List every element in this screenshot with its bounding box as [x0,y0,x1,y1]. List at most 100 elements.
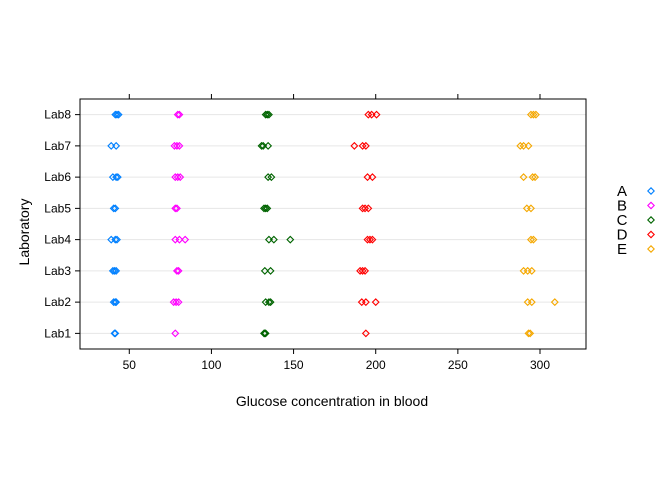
data-point-d [361,141,370,150]
data-point-a [112,110,121,119]
data-point-d [365,235,374,244]
data-point-d [361,329,370,338]
x-tick-label: 150 [284,358,304,372]
data-point-d [361,266,370,275]
data-point-b [171,329,180,338]
y-axis-tick-labels: Lab1 Lab2 Lab3 Lab4 Lab5 Lab6 Lab7 Lab8 [44,108,71,341]
data-point-a [112,141,121,150]
data-point-b [181,235,190,244]
data-point-a [111,204,120,213]
data-point-c [264,141,273,150]
data-points [107,110,559,338]
legend-marker [647,201,655,210]
data-point-c [263,110,272,119]
x-tick-label: 300 [530,358,550,372]
data-point-c [264,298,273,307]
legend-marker [647,187,655,195]
y-tick-label: Lab2 [44,295,71,309]
data-point-d [372,110,381,119]
data-point-e [524,141,533,150]
data-point-d [364,204,373,213]
data-point-d [364,110,373,119]
data-point-b [172,141,181,150]
data-point-a [113,173,122,182]
y-tick-label: Lab1 [44,326,71,340]
data-point-b [173,173,182,182]
data-point-e [526,235,535,244]
x-tick-label: 100 [201,358,221,372]
data-point-a [112,266,121,275]
data-point-a [110,266,119,275]
x-axis-tick-labels: 50 100 150 200 250 300 [123,358,551,372]
y-tick-label: Lab4 [44,233,71,247]
data-point-d [368,173,377,182]
data-point-d [361,204,370,213]
data-point-e [529,110,538,119]
data-point-a [111,235,120,244]
data-point-d [350,141,359,150]
data-point-c [260,329,268,338]
data-point-a [112,235,121,244]
legend-marker [647,245,655,253]
data-point-a [108,266,117,275]
data-point-a [109,204,118,213]
legend-label: A [617,183,627,200]
data-point-b [172,298,181,307]
data-point-c [264,110,273,119]
y-tick-label: Lab3 [44,264,71,278]
data-point-d [358,141,367,150]
legend-label: E [617,241,627,258]
data-point-d [358,266,367,275]
data-point-e [526,329,535,338]
legend-label: D [617,227,628,244]
data-point-b [173,110,182,119]
data-point-b [174,266,183,275]
data-point-e [516,141,525,150]
data-point-c [260,329,269,338]
y-tick-label: Lab8 [44,108,71,122]
data-point-c [264,173,273,182]
data-point-a [114,110,123,119]
data-point-c [263,204,272,213]
data-point-b [171,204,180,213]
data-point-e [527,298,536,307]
data-point-c [286,235,295,244]
x-tick-label: 50 [123,358,137,372]
x-tick-label: 200 [366,358,386,372]
data-point-e [528,173,537,182]
y-axis-title: Laboratory [16,199,32,266]
y-tick-label: Lab7 [44,139,71,153]
y-tick-label: Lab6 [44,170,71,184]
data-point-c [269,235,278,244]
x-tick-label: 250 [448,358,468,372]
data-point-a [111,329,120,338]
data-point-e [529,235,538,244]
data-point-c [260,204,268,213]
data-point-e [527,266,536,275]
data-point-a [110,329,119,338]
data-point-d [371,298,380,307]
legend-marker [647,216,655,224]
data-point-c [261,204,270,213]
data-point-e [550,298,559,307]
gridlines [80,114,586,334]
data-point-b [172,204,181,213]
data-point-d [368,235,377,244]
data-point-c [267,173,276,182]
data-point-b [175,141,184,150]
data-point-c [266,266,275,275]
x-axis-title: Glucose concentration in blood [236,393,428,409]
y-tick-label: Lab5 [44,201,71,215]
data-point-b [176,173,185,182]
data-point-c [257,141,266,150]
plot-frame [79,98,587,350]
legend-label: B [617,198,627,215]
data-point-c [260,266,269,275]
data-point-e [531,110,540,119]
data-point-c [266,298,275,307]
data-point-a [111,298,120,307]
data-point-d [358,204,367,213]
data-point-c [261,110,270,119]
